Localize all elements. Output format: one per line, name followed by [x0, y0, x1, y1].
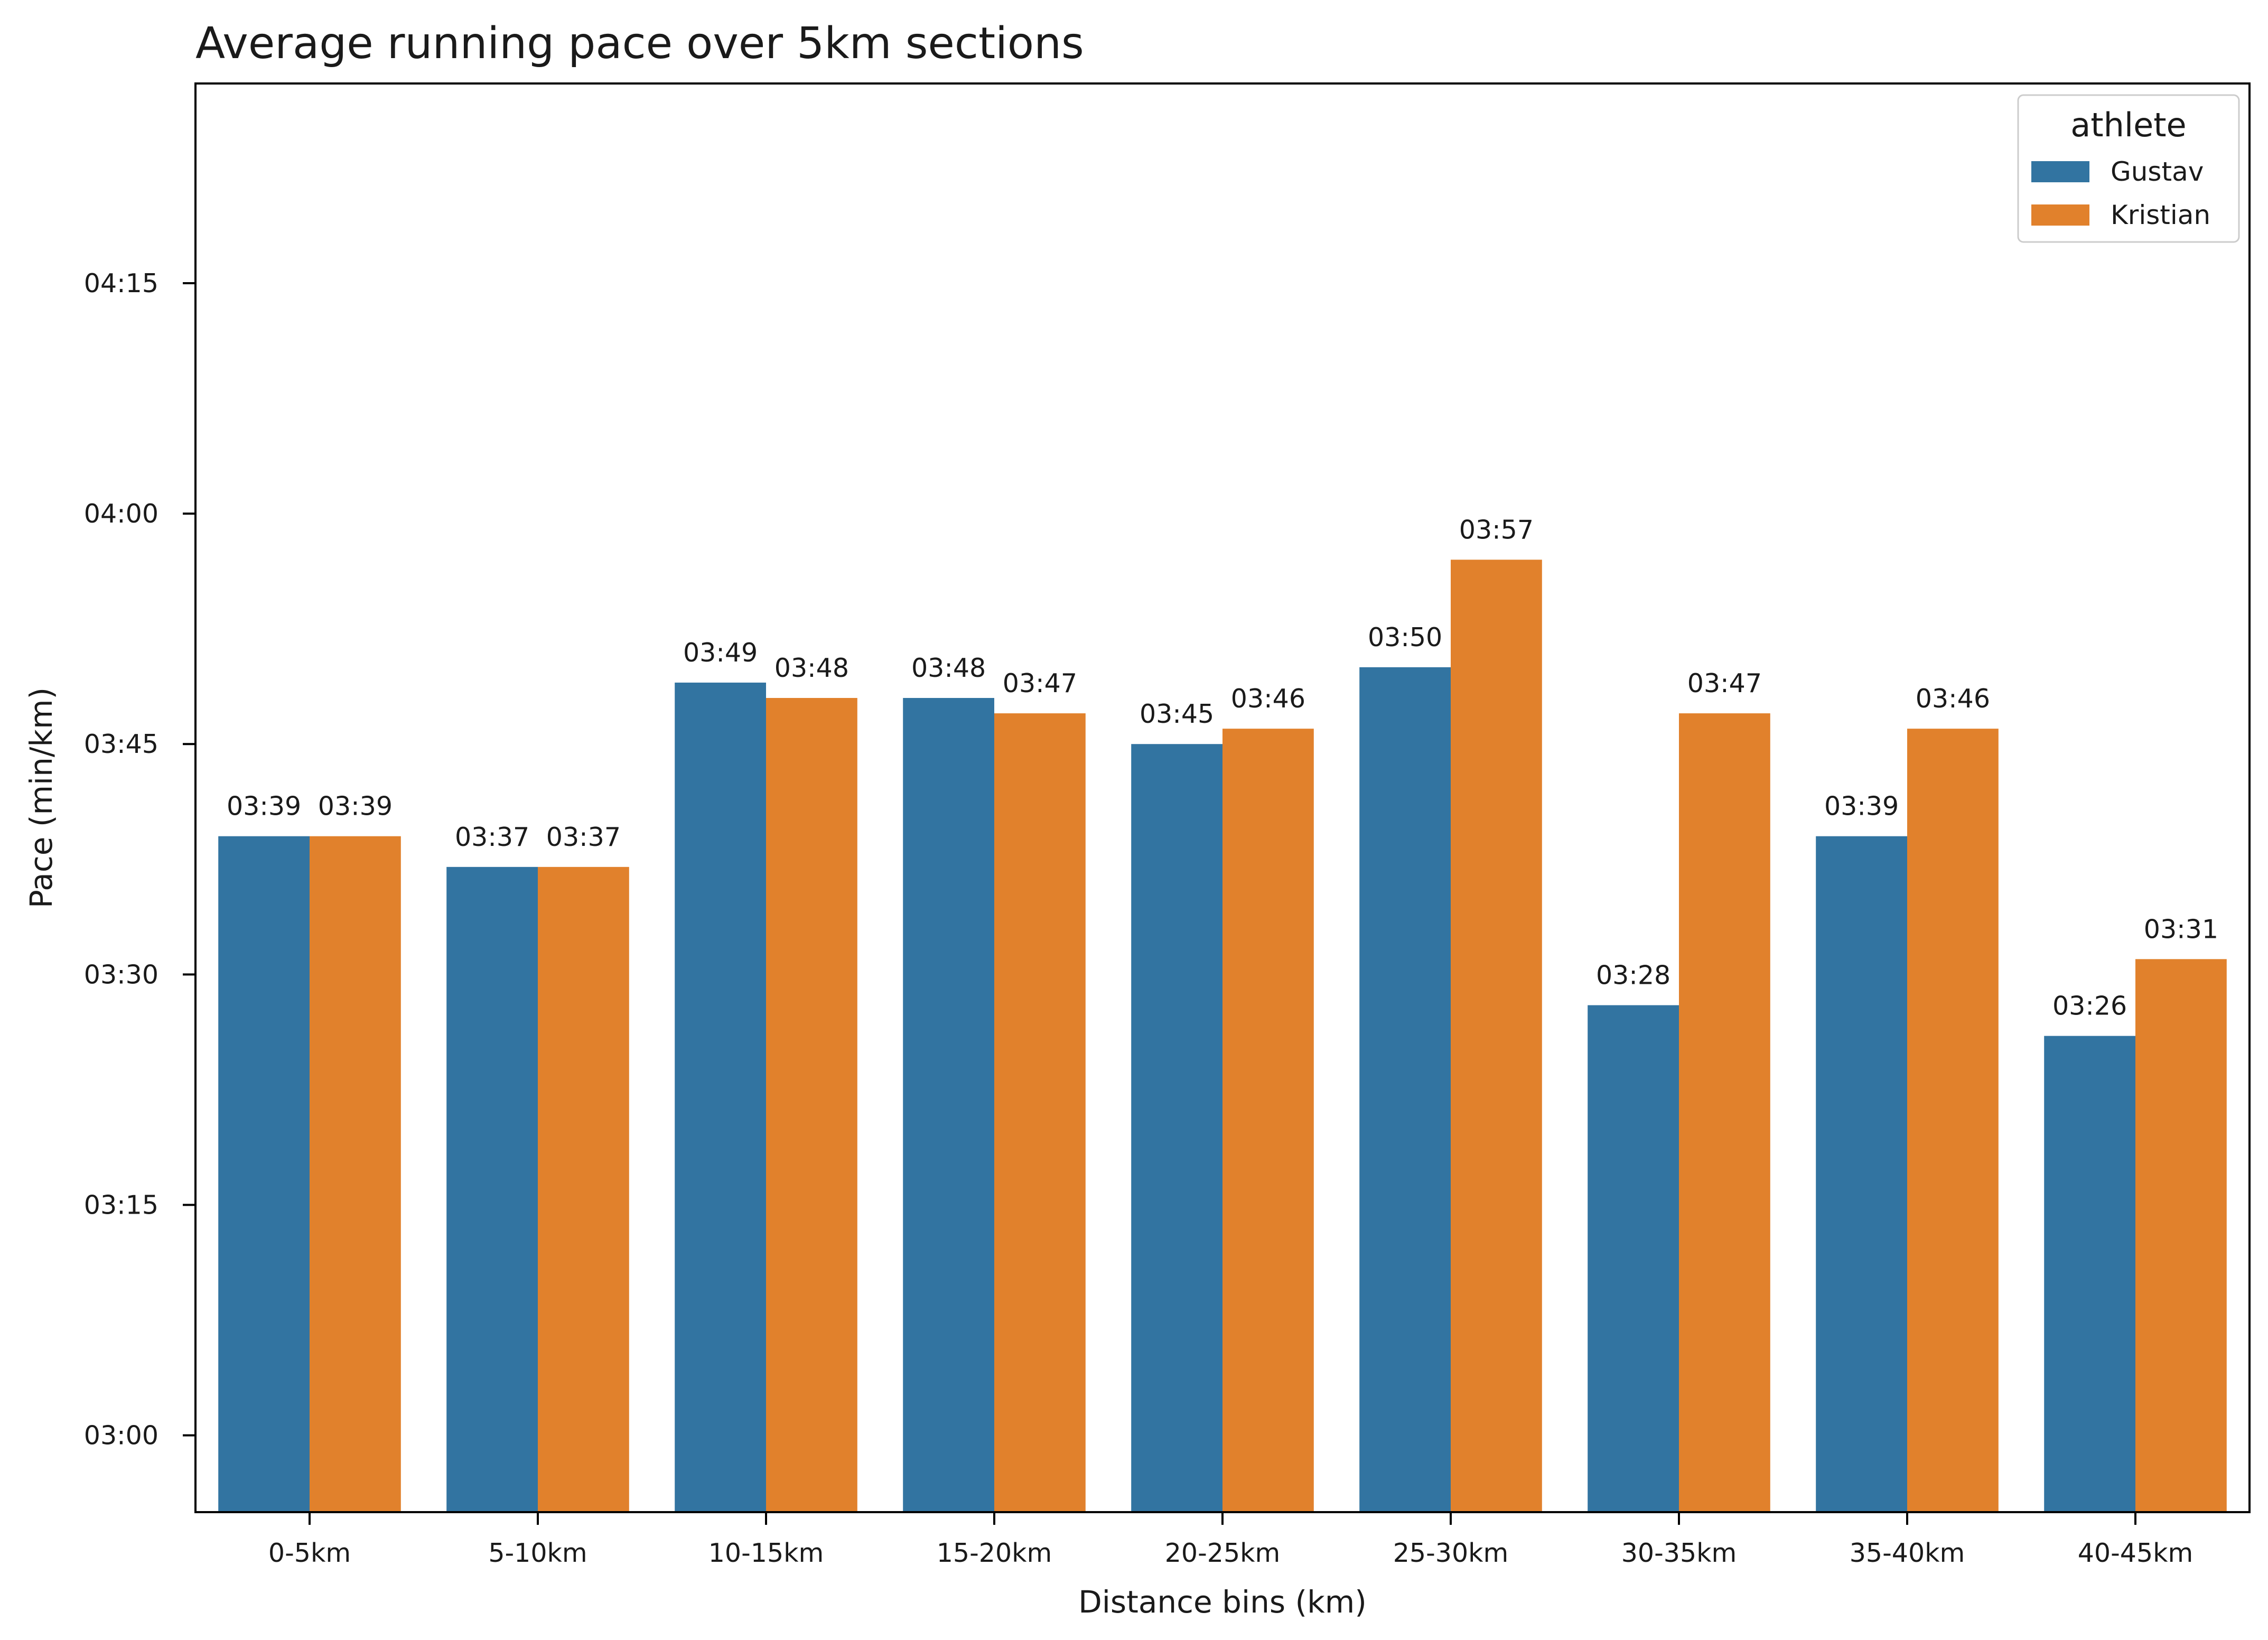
legend[interactable]: athlete Gustav Kristian [2017, 94, 2240, 243]
legend-label-gustav: Gustav [2111, 156, 2204, 187]
bar-value-label-gustav-10-15km: 03:49 [683, 638, 758, 668]
bar-value-label-kristian-15-20km: 03:47 [1003, 668, 1077, 698]
bar-gustav-0-5km [218, 836, 310, 1512]
y-tick-label-04:15: 04:15 [84, 268, 158, 299]
y-tick-label-04:00: 04:00 [84, 499, 158, 529]
bar-gustav-15-20km [903, 698, 994, 1512]
bar-value-label-gustav-5-10km: 03:37 [455, 822, 529, 852]
bar-value-label-gustav-0-5km: 03:39 [227, 791, 301, 822]
y-tick-label-03:30: 03:30 [84, 959, 158, 990]
bar-kristian-35-40km [1907, 729, 1999, 1512]
bar-kristian-30-35km [1679, 713, 1770, 1512]
bar-value-label-kristian-0-5km: 03:39 [318, 791, 393, 822]
legend-swatch-gustav [2031, 161, 2089, 182]
x-tick-label-0-5km: 0-5km [268, 1538, 351, 1568]
bar-value-label-kristian-25-30km: 03:57 [1459, 515, 1534, 545]
bar-value-label-gustav-35-40km: 03:39 [1824, 791, 1899, 822]
bar-value-label-gustav-20-25km: 03:45 [1140, 699, 1214, 729]
bar-value-label-kristian-10-15km: 03:48 [774, 653, 849, 683]
y-tick-label-03:15: 03:15 [84, 1190, 158, 1220]
bar-value-label-kristian-40-45km: 03:31 [2144, 914, 2218, 944]
legend-label-kristian: Kristian [2111, 200, 2210, 230]
x-tick-label-25-30km: 25-30km [1393, 1538, 1509, 1568]
legend-title: athlete [2070, 106, 2186, 144]
bar-kristian-25-30km [1451, 560, 1542, 1512]
bar-kristian-15-20km [994, 713, 1086, 1512]
bar-gustav-20-25km [1131, 744, 1222, 1512]
bar-value-label-gustav-25-30km: 03:50 [1368, 622, 1442, 653]
bar-gustav-25-30km [1359, 667, 1451, 1512]
bar-value-label-gustav-15-20km: 03:48 [911, 653, 986, 683]
plot-frame [194, 82, 2251, 1513]
bar-kristian-20-25km [1222, 729, 1314, 1512]
y-axis: 03:00 03:15 03:30 03:45 04:00 04:15 [84, 268, 195, 1451]
bar-gustav-5-10km [446, 866, 538, 1512]
legend-entries: Gustav Kristian [2031, 156, 2210, 230]
x-axis: 0-5km 5-10km 10-15km 15-20km 20-25km 25-30km 3… [268, 1512, 2193, 1568]
x-tick-label-30-35km: 30-35km [1621, 1538, 1737, 1568]
bar-gustav-10-15km [675, 682, 766, 1512]
bars-layer [218, 560, 2227, 1512]
y-tick-label-03:00: 03:00 [84, 1421, 158, 1451]
bar-gustav-30-35km [1588, 1005, 1679, 1512]
bar-gustav-35-40km [1816, 836, 1907, 1512]
legend-swatch-kristian [2031, 204, 2089, 226]
bar-value-label-kristian-35-40km: 03:46 [1916, 684, 1990, 714]
bar-kristian-40-45km [2135, 959, 2227, 1512]
x-tick-label-35-40km: 35-40km [1850, 1538, 1965, 1568]
bar-labels-layer: 03:39 03:39 03:37 03:37 03:49 03:48 03:48 03:47… [227, 515, 2218, 1021]
x-tick-label-15-20km: 15-20km [937, 1538, 1052, 1568]
y-axis-title: Pace (min/km) [23, 687, 59, 908]
chart-title: Average running pace over 5km sections [195, 18, 1084, 69]
x-tick-label-40-45km: 40-45km [2078, 1538, 2194, 1568]
y-tick-label-03:45: 03:45 [84, 729, 158, 759]
x-tick-label-20-25km: 20-25km [1165, 1538, 1281, 1568]
bar-kristian-5-10km [538, 866, 629, 1512]
bar-value-label-kristian-5-10km: 03:37 [546, 822, 621, 852]
bar-kristian-0-5km [310, 836, 401, 1512]
x-axis-title: Distance bins (km) [1078, 1584, 1367, 1620]
bar-value-label-kristian-20-25km: 03:46 [1231, 684, 1305, 714]
bar-gustav-40-45km [2044, 1036, 2135, 1512]
bar-value-label-gustav-40-45km: 03:26 [2052, 991, 2127, 1021]
x-tick-label-10-15km: 10-15km [708, 1538, 824, 1568]
x-tick-label-5-10km: 5-10km [488, 1538, 587, 1568]
bar-kristian-10-15km [766, 698, 857, 1512]
bar-value-label-gustav-30-35km: 03:28 [1596, 961, 1670, 991]
bar-value-label-kristian-30-35km: 03:47 [1687, 668, 1762, 698]
